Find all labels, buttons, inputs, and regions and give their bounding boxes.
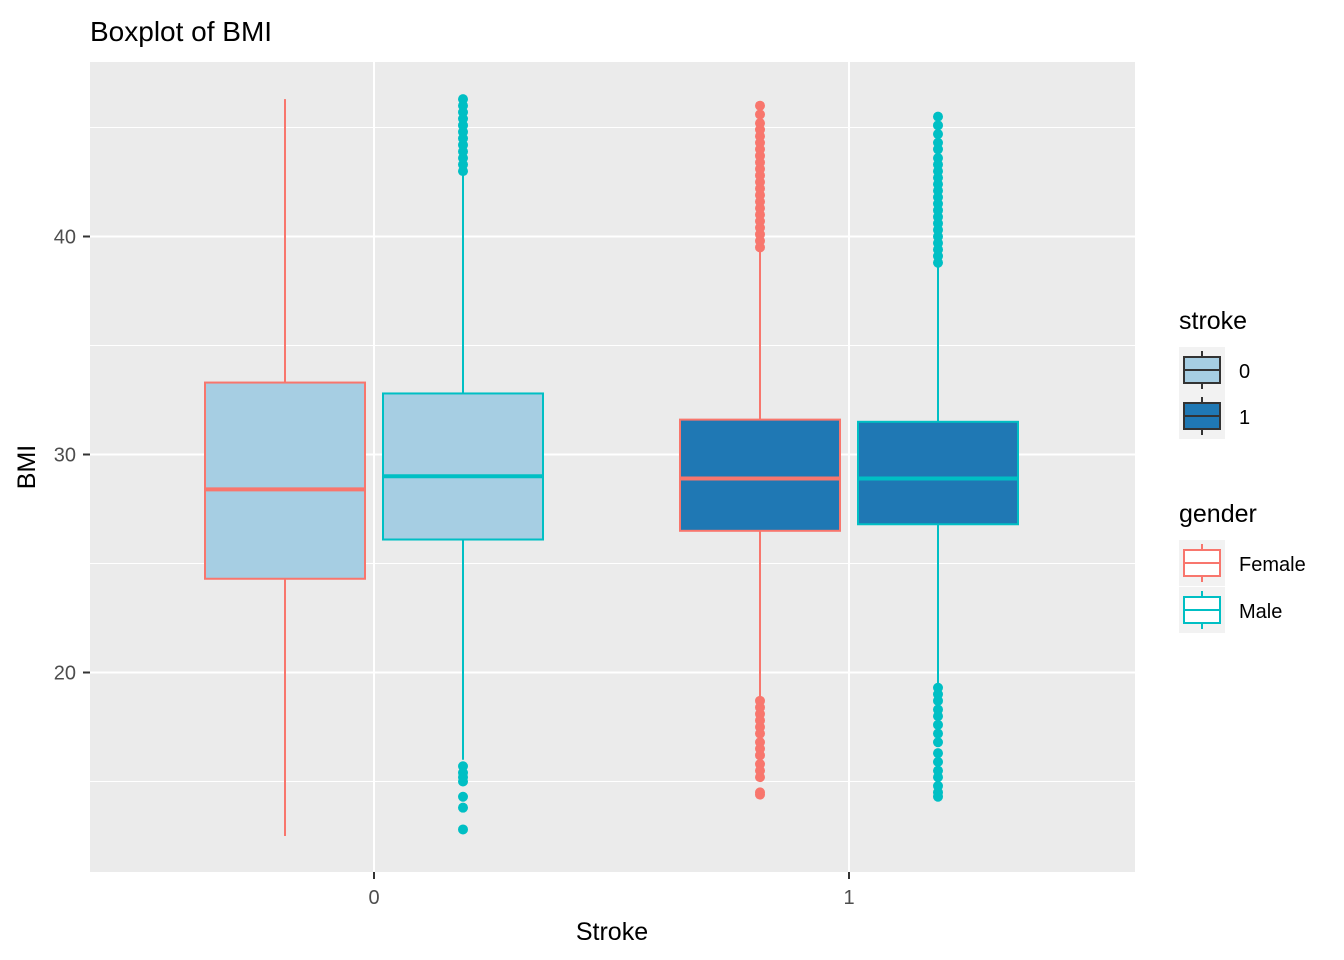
iqr-box xyxy=(679,418,841,532)
stroke-legend-key xyxy=(1179,393,1225,439)
iqr-box xyxy=(857,420,1019,526)
outlier-point xyxy=(933,791,943,802)
outlier-point xyxy=(755,109,765,120)
gender-legend-title: gender xyxy=(1179,500,1257,528)
y-tick-label: 20 xyxy=(54,663,76,685)
outlier-point xyxy=(458,802,468,813)
boxplot-series xyxy=(204,94,1019,836)
box-1-female xyxy=(679,100,841,800)
outlier-point xyxy=(755,789,765,800)
outlier-point xyxy=(755,100,765,111)
box-1-male xyxy=(857,111,1019,802)
outlier-point xyxy=(933,737,943,748)
stroke-legend-title: stroke xyxy=(1179,307,1247,335)
outlier-point xyxy=(755,728,765,739)
stroke-legend-label: 1 xyxy=(1239,407,1250,429)
outlier-point xyxy=(933,153,943,164)
outlier-point xyxy=(933,111,943,122)
box-0-male xyxy=(382,94,544,835)
outlier-point xyxy=(933,711,943,722)
outlier-point xyxy=(933,137,943,148)
gender-legend: gender Female Male xyxy=(1179,500,1306,633)
y-axis: 20 30 40 xyxy=(54,227,90,685)
y-tick-label: 40 xyxy=(54,227,76,249)
outlier-point xyxy=(933,748,943,759)
iqr-box xyxy=(204,381,366,580)
outlier-point xyxy=(933,728,943,739)
outlier-point xyxy=(458,94,468,105)
outlier-point xyxy=(458,824,468,835)
stroke-legend-key xyxy=(1179,347,1225,393)
gender-legend-key xyxy=(1179,540,1225,586)
outlier-point xyxy=(933,719,943,730)
box-0-female xyxy=(204,99,366,836)
y-tick-label: 30 xyxy=(54,445,76,467)
outlier-point xyxy=(755,118,765,129)
x-tick-label: 1 xyxy=(843,887,854,909)
iqr-box xyxy=(382,392,544,541)
gender-legend-label: Male xyxy=(1239,601,1282,623)
x-axis-title: Stroke xyxy=(576,918,648,946)
gender-legend-label: Female xyxy=(1239,554,1306,576)
outlier-point xyxy=(933,129,943,140)
chart-title: Boxplot of BMI xyxy=(90,16,272,47)
outlier-point xyxy=(755,772,765,783)
outlier-point xyxy=(458,791,468,802)
outlier-point xyxy=(933,120,943,131)
outlier-point xyxy=(933,756,943,767)
stroke-legend: stroke 0 1 xyxy=(1179,307,1250,439)
outlier-point xyxy=(933,772,943,783)
outlier-point xyxy=(755,750,765,761)
y-axis-title: BMI xyxy=(13,445,41,489)
gender-legend-key xyxy=(1179,587,1225,633)
stroke-legend-label: 0 xyxy=(1239,361,1250,383)
outlier-point xyxy=(933,695,943,706)
x-tick-label: 0 xyxy=(368,887,379,909)
outlier-point xyxy=(458,776,468,787)
